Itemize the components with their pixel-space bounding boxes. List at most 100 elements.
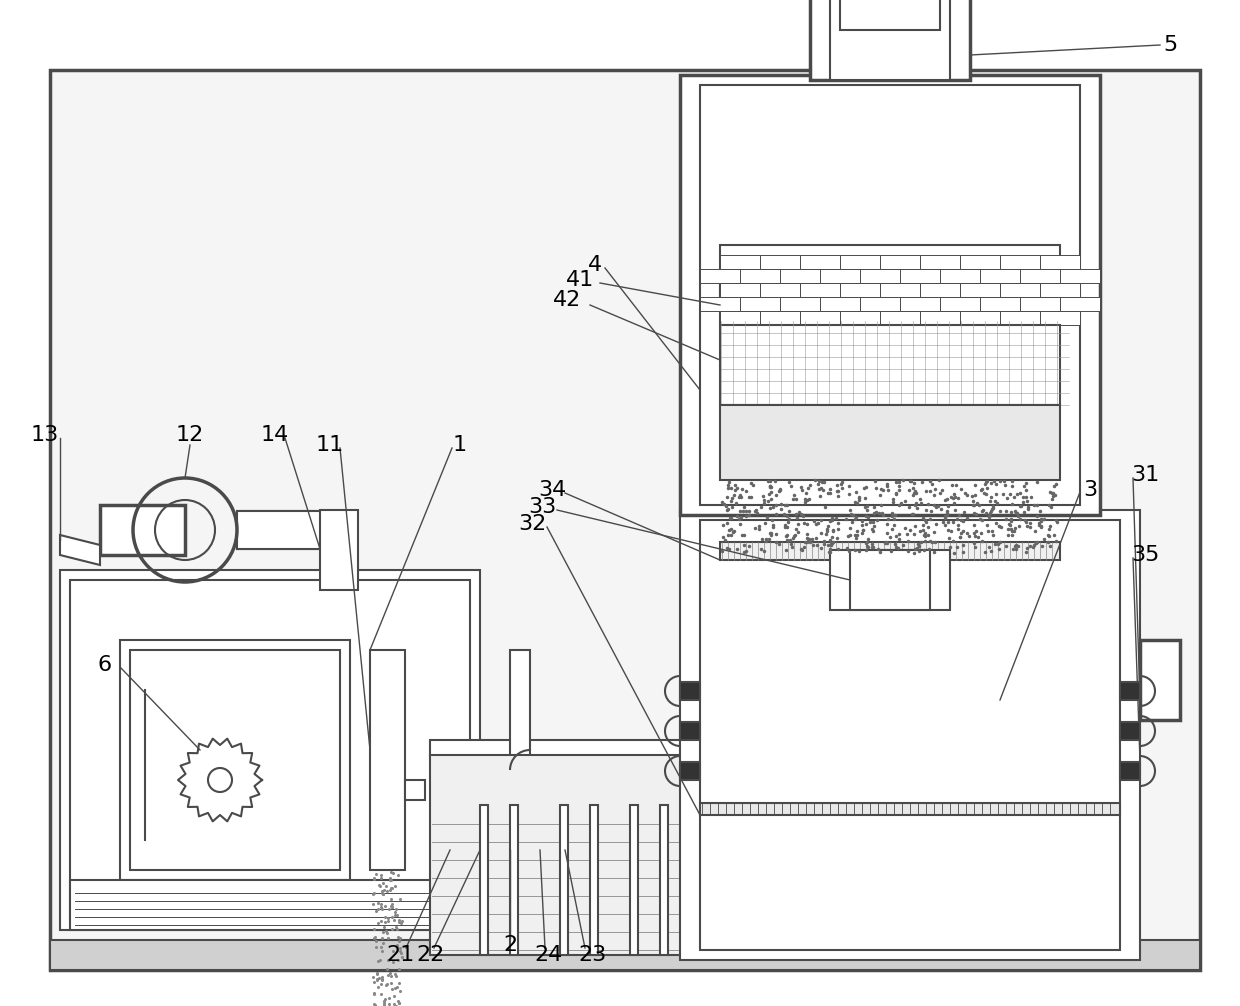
Bar [880, 283, 920, 297]
Bar [720, 245, 1060, 325]
Bar [940, 297, 980, 311]
Bar [740, 269, 780, 283]
Bar [480, 805, 489, 955]
Text: 31: 31 [1131, 465, 1159, 485]
Bar [1040, 283, 1080, 297]
Bar [60, 570, 480, 930]
Bar [69, 880, 470, 930]
Bar [900, 269, 940, 283]
Bar [1021, 269, 1060, 283]
Bar [760, 283, 800, 297]
Bar [820, 297, 861, 311]
Bar [780, 297, 820, 311]
Text: 41: 41 [565, 270, 594, 290]
Bar [720, 405, 1060, 480]
Bar [100, 505, 185, 555]
Bar [560, 805, 568, 955]
Bar [701, 520, 1120, 950]
Bar [960, 255, 999, 269]
Bar [680, 682, 701, 700]
Bar [999, 255, 1040, 269]
Text: 32: 32 [518, 514, 546, 534]
Bar [960, 311, 999, 325]
Bar [510, 805, 518, 955]
Text: 42: 42 [553, 290, 582, 310]
Text: 11: 11 [316, 435, 345, 455]
Text: 12: 12 [176, 425, 205, 445]
Bar [120, 640, 350, 880]
Bar [980, 297, 1021, 311]
Text: 33: 33 [528, 497, 556, 517]
Bar [680, 762, 701, 780]
Bar [740, 297, 780, 311]
Text: 13: 13 [31, 425, 60, 445]
Text: 5: 5 [1163, 35, 1177, 55]
Text: 2: 2 [503, 935, 517, 955]
Bar [810, 0, 970, 80]
Bar [720, 287, 1060, 305]
Bar [880, 311, 920, 325]
Bar [50, 70, 1200, 970]
Bar [680, 510, 1140, 960]
Bar [720, 542, 1060, 560]
Bar [1140, 640, 1180, 720]
Text: 4: 4 [588, 255, 603, 275]
Bar [720, 325, 1060, 405]
Bar [861, 269, 900, 283]
Bar [69, 580, 470, 920]
Text: 24: 24 [534, 945, 562, 965]
Bar [900, 297, 940, 311]
Bar [839, 255, 880, 269]
Bar [880, 255, 920, 269]
Bar [1120, 722, 1140, 740]
Bar [430, 740, 680, 760]
Bar [50, 940, 1200, 970]
Bar [720, 311, 760, 325]
Bar [1120, 762, 1140, 780]
Bar [237, 511, 357, 549]
Bar [590, 805, 598, 955]
Bar [320, 510, 358, 590]
Bar [999, 311, 1040, 325]
Bar [861, 297, 900, 311]
Text: 3: 3 [1083, 480, 1097, 500]
Bar [405, 780, 425, 800]
Bar [430, 754, 800, 955]
Bar [800, 283, 839, 297]
Bar [980, 269, 1021, 283]
Bar [510, 650, 529, 770]
Bar [999, 283, 1040, 297]
Bar [760, 255, 800, 269]
Bar [1060, 297, 1100, 311]
Bar [940, 269, 980, 283]
Bar [800, 311, 839, 325]
Bar [760, 311, 800, 325]
Bar [920, 255, 960, 269]
Text: 6: 6 [98, 655, 112, 675]
Text: 34: 34 [538, 480, 567, 500]
Bar [237, 511, 357, 549]
Bar [800, 255, 839, 269]
Bar [370, 650, 405, 870]
Bar [849, 550, 930, 610]
Bar [630, 805, 639, 955]
Bar [130, 650, 340, 870]
Bar [701, 297, 740, 311]
Bar [920, 283, 960, 297]
Bar [830, 550, 950, 610]
Bar [830, 0, 950, 80]
Bar [1120, 682, 1140, 700]
Bar [680, 722, 701, 740]
Text: 22: 22 [415, 945, 444, 965]
Bar [701, 803, 1120, 815]
Bar [1060, 269, 1100, 283]
Text: 21: 21 [386, 945, 414, 965]
Text: 35: 35 [1131, 545, 1159, 565]
Bar [839, 283, 880, 297]
Bar [839, 0, 940, 30]
Bar [839, 311, 880, 325]
Bar [1040, 311, 1080, 325]
Bar [820, 269, 861, 283]
Bar [680, 75, 1100, 515]
Bar [701, 85, 1080, 505]
